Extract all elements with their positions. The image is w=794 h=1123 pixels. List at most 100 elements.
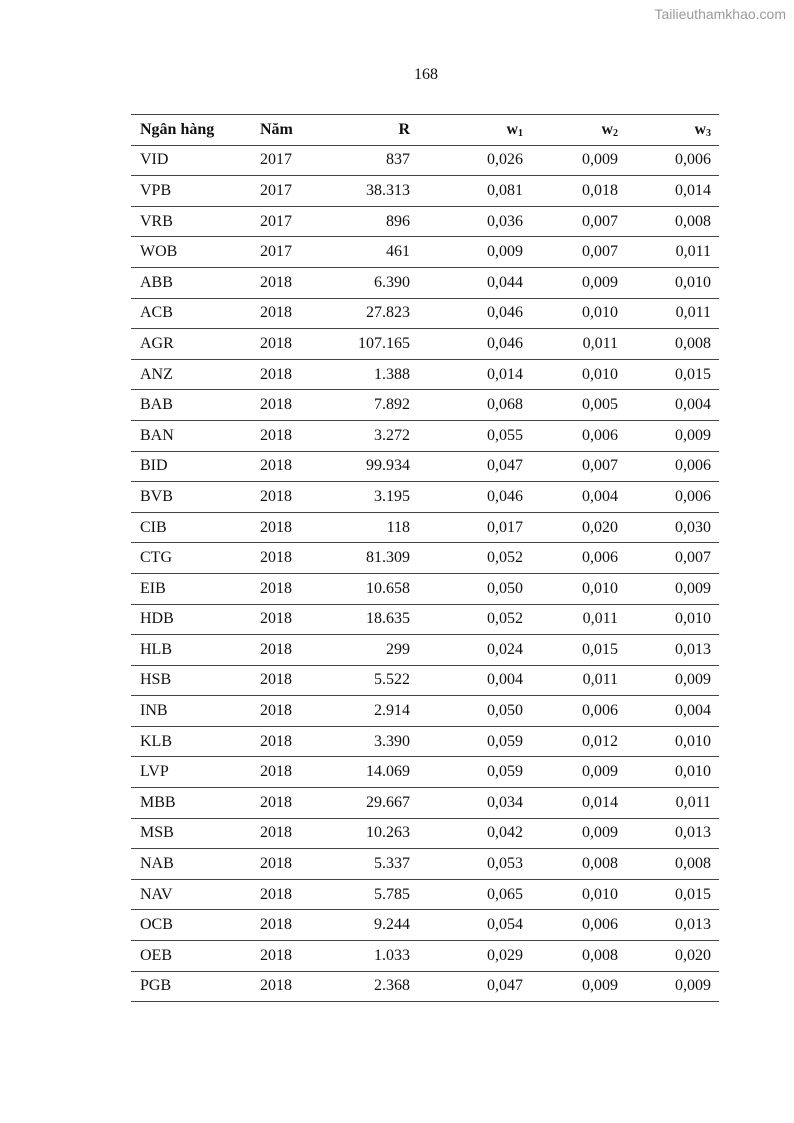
w3-cell: 0,008 xyxy=(618,328,719,360)
year-cell: 2017 xyxy=(260,175,330,207)
r-cell: 27.823 xyxy=(330,298,410,330)
year-cell: 2018 xyxy=(260,573,330,605)
r-cell: 3.390 xyxy=(330,726,410,758)
w2-cell: 0,007 xyxy=(523,206,618,238)
table-row: ANZ 2018 1.388 0,014 0,010 0,015 xyxy=(131,359,719,391)
w2-cell: 0,009 xyxy=(523,267,618,299)
bank-cell: BVB xyxy=(131,481,260,513)
r-cell: 99.934 xyxy=(330,451,410,483)
header-w2: w2 xyxy=(523,114,618,146)
w1-cell: 0,059 xyxy=(410,756,523,789)
table-row: BID 2018 99.934 0,047 0,007 0,006 xyxy=(131,451,719,483)
w2-cell: 0,014 xyxy=(523,787,618,819)
header-year: Năm xyxy=(260,114,330,146)
w3-cell: 0,013 xyxy=(618,909,719,942)
bank-cell: LVP xyxy=(131,756,260,789)
w2-cell: 0,004 xyxy=(523,481,618,513)
w2-cell: 0,009 xyxy=(523,971,618,1003)
table-row: WOB 2017 461 0,009 0,007 0,011 xyxy=(131,236,719,268)
table-row: OCB 2018 9.244 0,054 0,006 0,013 xyxy=(131,909,719,942)
header-label: R xyxy=(398,120,410,138)
year-cell: 2018 xyxy=(260,267,330,299)
year-cell: 2017 xyxy=(260,236,330,268)
w1-cell: 0,029 xyxy=(410,940,523,972)
r-cell: 18.635 xyxy=(330,604,410,636)
r-cell: 14.069 xyxy=(330,756,410,789)
w1-cell: 0,081 xyxy=(410,175,523,207)
w2-cell: 0,006 xyxy=(523,695,618,727)
year-cell: 2018 xyxy=(260,389,330,421)
header-w3: w3 xyxy=(618,114,719,146)
r-cell: 29.667 xyxy=(330,787,410,819)
w1-cell: 0,055 xyxy=(410,420,523,452)
year-cell: 2018 xyxy=(260,971,330,1003)
table-row: MBB 2018 29.667 0,034 0,014 0,011 xyxy=(131,787,719,819)
table-row: VID 2017 837 0,026 0,009 0,006 xyxy=(131,145,719,177)
w3-cell: 0,010 xyxy=(618,267,719,299)
w3-cell: 0,020 xyxy=(618,940,719,972)
r-cell: 1.388 xyxy=(330,359,410,391)
r-cell: 10.263 xyxy=(330,818,410,850)
r-cell: 1.033 xyxy=(330,940,410,972)
w2-cell: 0,020 xyxy=(523,512,618,544)
w3-cell: 0,011 xyxy=(618,298,719,330)
w1-cell: 0,053 xyxy=(410,848,523,880)
w3-cell: 0,004 xyxy=(618,695,719,727)
bank-cell: MBB xyxy=(131,787,260,819)
year-cell: 2018 xyxy=(260,940,330,972)
w3-cell: 0,015 xyxy=(618,879,719,911)
bank-cell: CIB xyxy=(131,512,260,544)
bank-cell: CTG xyxy=(131,542,260,574)
w2-cell: 0,010 xyxy=(523,359,618,391)
year-cell: 2018 xyxy=(260,604,330,636)
w1-cell: 0,065 xyxy=(410,879,523,911)
bank-cell: HSB xyxy=(131,665,260,697)
w1-cell: 0,047 xyxy=(410,451,523,483)
bank-cell: KLB xyxy=(131,726,260,758)
header-subscript: 1 xyxy=(518,127,523,139)
r-cell: 107.165 xyxy=(330,328,410,360)
table-row: AGR 2018 107.165 0,046 0,011 0,008 xyxy=(131,328,719,360)
year-cell: 2018 xyxy=(260,665,330,697)
bank-cell: OEB xyxy=(131,940,260,972)
table-row: CIB 2018 118 0,017 0,020 0,030 xyxy=(131,512,719,544)
r-cell: 9.244 xyxy=(330,909,410,942)
w2-cell: 0,011 xyxy=(523,604,618,636)
w2-cell: 0,006 xyxy=(523,909,618,942)
year-cell: 2018 xyxy=(260,879,330,911)
w2-cell: 0,009 xyxy=(523,145,618,177)
bank-cell: VPB xyxy=(131,175,260,207)
w3-cell: 0,015 xyxy=(618,359,719,391)
year-cell: 2018 xyxy=(260,848,330,880)
table-row: BVB 2018 3.195 0,046 0,004 0,006 xyxy=(131,481,719,513)
year-cell: 2018 xyxy=(260,420,330,452)
w1-cell: 0,034 xyxy=(410,787,523,819)
w3-cell: 0,009 xyxy=(618,420,719,452)
year-cell: 2018 xyxy=(260,787,330,819)
w3-cell: 0,010 xyxy=(618,604,719,636)
w3-cell: 0,013 xyxy=(618,634,719,666)
w1-cell: 0,059 xyxy=(410,726,523,758)
table-row: CTG 2018 81.309 0,052 0,006 0,007 xyxy=(131,542,719,574)
w2-cell: 0,005 xyxy=(523,389,618,421)
year-cell: 2018 xyxy=(260,634,330,666)
bank-cell: ACB xyxy=(131,298,260,330)
r-cell: 3.272 xyxy=(330,420,410,452)
bank-cell: ANZ xyxy=(131,359,260,391)
bank-cell: BID xyxy=(131,451,260,483)
w3-cell: 0,006 xyxy=(618,451,719,483)
page-number: 168 xyxy=(414,66,438,83)
w3-cell: 0,007 xyxy=(618,542,719,574)
bank-cell: VRB xyxy=(131,206,260,238)
w2-cell: 0,008 xyxy=(523,940,618,972)
year-cell: 2018 xyxy=(260,542,330,574)
table-row: BAN 2018 3.272 0,055 0,006 0,009 xyxy=(131,420,719,452)
header-label: w xyxy=(601,120,613,138)
w1-cell: 0,009 xyxy=(410,236,523,268)
bank-cell: INB xyxy=(131,695,260,727)
year-cell: 2018 xyxy=(260,756,330,789)
r-cell: 6.390 xyxy=(330,267,410,299)
table-row: EIB 2018 10.658 0,050 0,010 0,009 xyxy=(131,573,719,605)
year-cell: 2018 xyxy=(260,481,330,513)
w1-cell: 0,052 xyxy=(410,542,523,574)
